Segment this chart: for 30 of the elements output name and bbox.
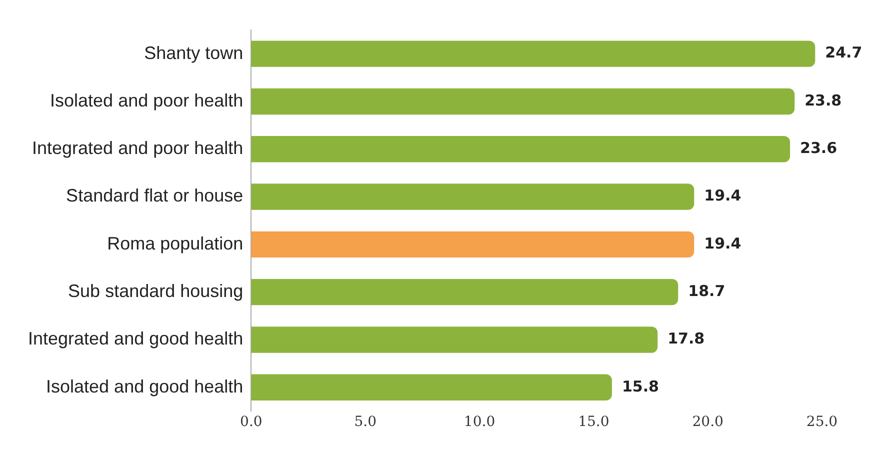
y-tick-label: Sub standard housing bbox=[68, 281, 244, 302]
x-tick-label: 5.0 bbox=[354, 414, 376, 430]
x-tick-label: 0.0 bbox=[240, 414, 262, 430]
data-label: 23.8 bbox=[804, 91, 842, 110]
bar bbox=[251, 278, 678, 306]
x-tick-label: 25.0 bbox=[806, 414, 838, 430]
bar bbox=[251, 40, 816, 67]
x-tick-label: 10.0 bbox=[464, 414, 496, 430]
data-label: 15.8 bbox=[622, 377, 659, 396]
bar bbox=[251, 231, 694, 258]
y-tick-label: Shanty town bbox=[144, 42, 244, 63]
data-label: 18.7 bbox=[688, 282, 726, 300]
bar bbox=[251, 326, 658, 353]
data-label: 23.6 bbox=[800, 139, 838, 158]
x-tick-label: 15.0 bbox=[578, 414, 610, 430]
data-label: 19.4 bbox=[704, 186, 742, 205]
data-label: 17.8 bbox=[668, 330, 705, 348]
y-tick-label: Integrated and good health bbox=[28, 328, 244, 349]
x-tick-label: 20.0 bbox=[692, 414, 724, 430]
y-tick-label: Isolated and good health bbox=[46, 376, 244, 396]
bar bbox=[251, 88, 795, 115]
data-label: 19.4 bbox=[704, 234, 742, 252]
y-tick-label: Integrated and poor health bbox=[32, 138, 244, 158]
bar bbox=[251, 374, 612, 400]
bar bbox=[251, 136, 790, 162]
y-tick-label: Standard flat or house bbox=[66, 186, 244, 206]
y-tick-label: Isolated and poor health bbox=[50, 90, 244, 110]
data-label: 24.7 bbox=[825, 44, 862, 62]
y-tick-label: Roma population bbox=[107, 233, 244, 254]
bar bbox=[251, 184, 694, 210]
